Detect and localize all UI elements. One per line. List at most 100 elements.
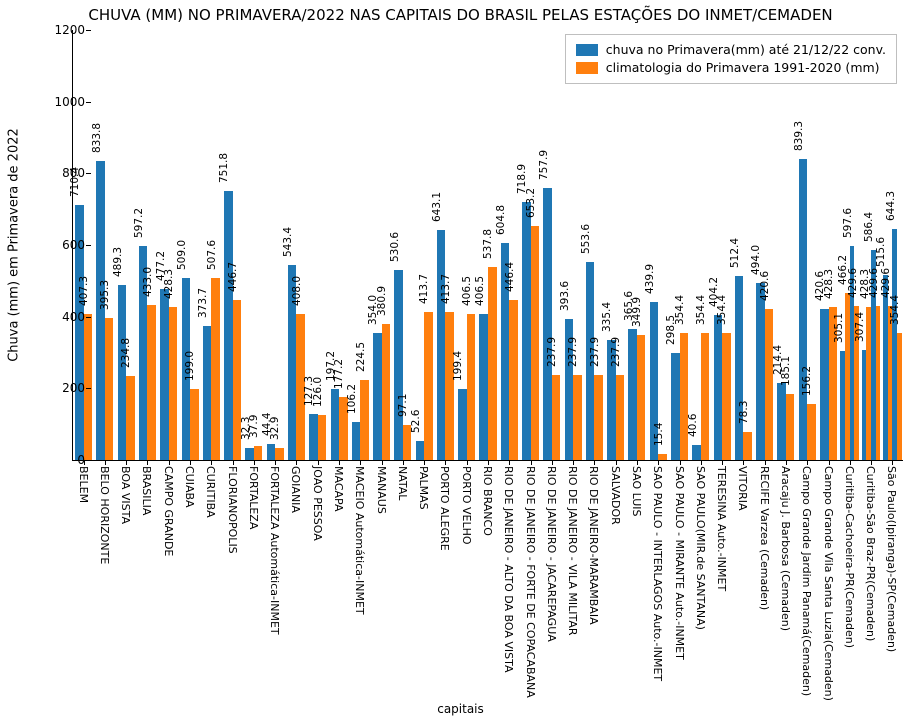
bar: 156.2	[807, 404, 816, 460]
bar: 429.6	[876, 306, 881, 460]
bar: 40.6	[692, 445, 701, 460]
bar-value-label: 553.6	[580, 224, 592, 254]
bar-value-label: 393.6	[559, 281, 571, 311]
bar-value-label: 335.4	[601, 302, 613, 332]
x-tick-label: Campo Grande Jardim Panamá(Cemaden)	[800, 466, 813, 696]
bar: 44.4	[267, 444, 276, 460]
bar: 494.0	[756, 283, 765, 460]
bar: 420.6	[820, 309, 829, 460]
bar-value-label: 234.8	[120, 338, 132, 368]
bar: 32.3	[245, 448, 254, 460]
x-tick-label: MACAPA	[332, 466, 345, 511]
plot-area: BELEM710.4407.3BELO HORIZONTE833.8395.3B…	[72, 30, 903, 461]
x-tick-label: SALVADOR	[609, 466, 622, 525]
bar-value-label: 37.9	[248, 415, 260, 438]
bar-value-label: 185.1	[780, 356, 792, 386]
bar: 833.8	[96, 161, 105, 460]
bars-layer: BELEM710.4407.3BELO HORIZONTE833.8395.3B…	[73, 30, 903, 460]
bar: 507.6	[211, 278, 220, 460]
x-tick-label: BOA VISTA	[119, 466, 132, 524]
bar: 298.5	[671, 353, 680, 460]
bar: 185.1	[786, 394, 795, 460]
bar: 237.9	[594, 375, 603, 460]
x-tick-label: Curitiba-São Braz-PR(Cemaden)	[864, 466, 877, 641]
x-tick-label: RIO DE JANEIRO - VILA MILITAR	[566, 466, 579, 636]
y-tick: 400	[25, 310, 85, 324]
bar-value-label: 429.6	[847, 268, 859, 298]
bar-value-label: 237.9	[589, 337, 601, 367]
x-tick-label: Campo Grande Vila Santa Luzia(Cemaden)	[822, 466, 835, 701]
bar: 224.5	[360, 380, 369, 460]
bar: 413.7	[445, 312, 454, 460]
bar: 237.9	[552, 375, 561, 460]
bar-value-label: 433.0	[142, 267, 154, 297]
x-tick-label: São Paulo(Ipiranga)-SP(Cemaden)	[885, 466, 898, 652]
bar-value-label: 406.5	[474, 276, 486, 306]
bar: 32.9	[275, 448, 284, 460]
bar: 643.1	[437, 230, 446, 460]
bar: 428.3	[169, 307, 178, 460]
bar-value-label: 428.3	[823, 268, 835, 298]
bar-value-label: 653.2	[525, 188, 537, 218]
bar-value-label: 307.4	[854, 312, 866, 342]
bar: 751.8	[224, 191, 233, 460]
chart-title: CHUVA (MM) NO PRIMAVERA/2022 NAS CAPITAI…	[0, 6, 921, 24]
bar: 530.6	[394, 270, 403, 460]
bar-value-label: 354.4	[674, 295, 686, 325]
bar: 354.4	[701, 333, 710, 460]
bar-value-label: 515.6	[875, 237, 887, 267]
bar-value-label: 428.3	[163, 268, 175, 298]
y-tick: 1000	[25, 95, 85, 109]
x-tick-label: SAO PAULO(MIR.de SANTANA)	[694, 466, 707, 630]
bar-value-label: 757.9	[538, 150, 550, 180]
bar-value-label: 349.9	[631, 297, 643, 327]
y-axis-label: Chuva (mm) em Primavera de 2022	[7, 128, 22, 362]
x-tick-label: RIO DE JANEIRO - JACAREPAGUA	[545, 466, 558, 642]
bar-value-label: 407.3	[78, 276, 90, 306]
bar-value-label: 380.9	[376, 285, 388, 315]
x-tick-label: RIO DE JANEIRO - ALTO DA BOA VISTA	[502, 466, 515, 673]
bar: 380.9	[382, 324, 391, 460]
x-tick-label: VITORIA	[736, 466, 749, 511]
x-tick-label: SAO LUIS	[630, 466, 643, 517]
x-tick-label: TERESINA Auto.-INMET	[715, 466, 728, 591]
bar: 354.4	[680, 333, 689, 460]
bar: 433.0	[147, 305, 156, 460]
x-tick-label: CURITIBA	[204, 466, 217, 518]
bar: 349.9	[637, 335, 646, 460]
bar-value-label: 408.0	[291, 276, 303, 306]
bar-value-label: 305.1	[833, 313, 845, 343]
bar: 197.2	[331, 389, 340, 460]
x-tick-label: NATAL	[396, 466, 409, 500]
bar: 127.3	[309, 414, 318, 460]
bar-value-label: 839.3	[793, 121, 805, 151]
x-tick-label: MANAUS	[375, 466, 388, 514]
y-tick: 1200	[25, 23, 85, 37]
bar: 78.3	[743, 432, 752, 460]
x-tick-label: PORTO VELHO	[460, 466, 473, 545]
bar: 420.6	[765, 309, 774, 460]
bar: 839.3	[799, 159, 808, 460]
bar-value-label: 446.4	[504, 262, 516, 292]
x-axis-label: capitais	[0, 702, 921, 716]
bar-value-label: 15.4	[653, 423, 665, 446]
bar-value-label: 199.4	[452, 351, 464, 381]
x-tick-label: BELO HORIZONTE	[98, 466, 111, 564]
bar-value-label: 429.6	[868, 268, 880, 298]
y-tick: 200	[25, 381, 85, 395]
bar: 37.9	[254, 446, 263, 460]
bar-value-label: 237.9	[546, 337, 558, 367]
bar-value-label: 406.5	[461, 276, 473, 306]
bar: 126.0	[318, 415, 327, 460]
bar: 446.4	[509, 300, 518, 460]
bar: 537.8	[488, 267, 497, 460]
bar-value-label: 354.4	[889, 295, 901, 325]
x-tick-label: FLORIANOPOLIS	[226, 466, 239, 554]
bar-value-label: 489.3	[112, 247, 124, 277]
bar-value-label: 644.3	[885, 191, 897, 221]
bar-value-label: 530.6	[389, 232, 401, 262]
x-tick-label: FORTALEZA Automática-INMET	[268, 466, 281, 635]
bar-value-label: 507.6	[206, 240, 218, 270]
bar-value-label: 40.6	[687, 414, 699, 437]
x-tick-label: PALMAS	[417, 466, 430, 510]
